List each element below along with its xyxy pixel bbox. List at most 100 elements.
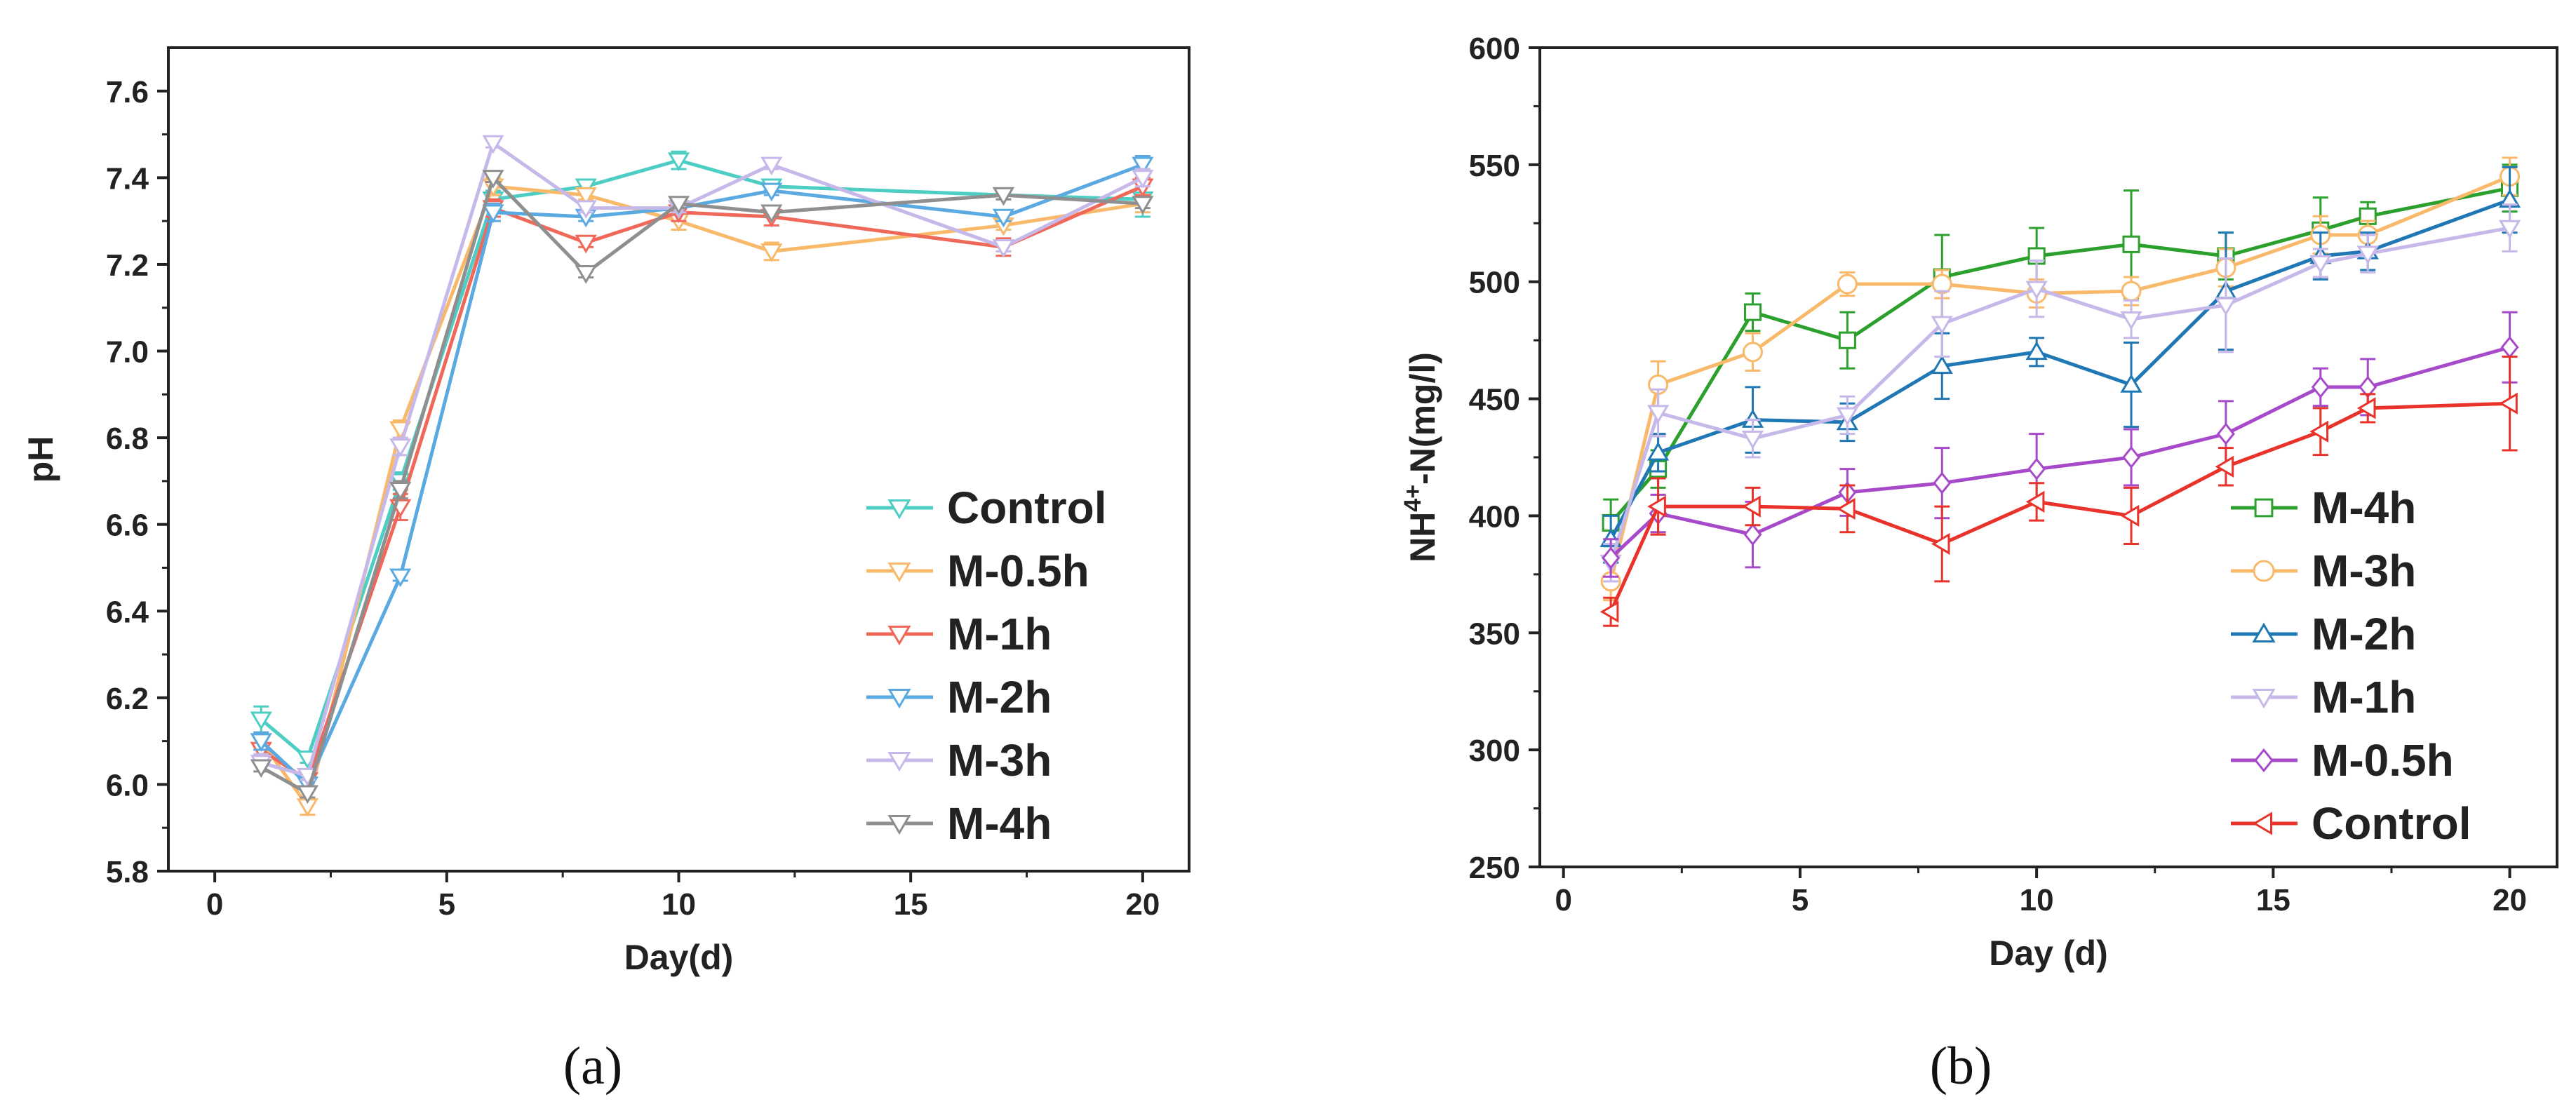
data-point bbox=[1602, 546, 1621, 570]
legend-label: M-1h bbox=[2312, 672, 2416, 722]
data-point bbox=[760, 182, 783, 202]
data-point bbox=[2025, 341, 2048, 361]
data-point bbox=[1742, 342, 1763, 363]
data-point bbox=[1646, 442, 1670, 461]
x-tick-label: 20 bbox=[1125, 887, 1160, 922]
panel-label-b: (b) bbox=[1930, 1037, 1992, 1096]
y-tick-label: 250 bbox=[1469, 851, 1520, 885]
y-tick-label: 300 bbox=[1469, 734, 1520, 768]
legend-label: Control bbox=[947, 483, 1107, 533]
chart-a-ph: 0 5 10 15 20 5.8 6.0 6.2 6.4 6.6 6.8 7.0 7.2 7.4 7.6 Da… bbox=[21, 46, 1190, 977]
data-point bbox=[1931, 532, 1950, 556]
legend-marker bbox=[887, 563, 911, 583]
data-point bbox=[1599, 600, 1619, 623]
y-tick-label: 7.6 bbox=[106, 75, 149, 109]
series-M-0.5h bbox=[1602, 311, 2519, 578]
data-point bbox=[1931, 355, 1953, 375]
x-tick-label: 10 bbox=[662, 887, 696, 922]
data-point bbox=[2309, 255, 2332, 274]
series-M-1h bbox=[1599, 203, 2521, 583]
data-point bbox=[1132, 196, 1154, 215]
legend-marker bbox=[2254, 748, 2274, 773]
y-tick-label: 6.8 bbox=[106, 422, 149, 456]
y-tick-label: 6.0 bbox=[106, 768, 149, 802]
legend-label: M-4h bbox=[947, 798, 1052, 849]
data-point bbox=[2120, 504, 2140, 527]
legend-label: M-2h bbox=[947, 672, 1052, 722]
y-tick-label: 7.4 bbox=[106, 161, 149, 196]
legend-marker bbox=[2252, 622, 2276, 642]
data-point bbox=[482, 204, 504, 224]
data-point bbox=[575, 187, 597, 206]
legend-label: M-0.5h bbox=[947, 546, 1089, 596]
data-point bbox=[760, 243, 783, 262]
data-point bbox=[760, 156, 783, 176]
legend: M-4h M-3h M-2h M-1h M-0.5h Control bbox=[2231, 483, 2471, 849]
data-point bbox=[2215, 297, 2237, 316]
data-point bbox=[2498, 220, 2521, 239]
data-point bbox=[1931, 316, 1953, 335]
data-point bbox=[667, 196, 690, 215]
data-point bbox=[575, 265, 597, 284]
data-point bbox=[250, 759, 272, 779]
data-point bbox=[575, 200, 597, 219]
data-point bbox=[2500, 336, 2519, 359]
data-point bbox=[760, 204, 783, 224]
legend-label: M-0.5h bbox=[2312, 735, 2454, 786]
x-tick-label: 15 bbox=[2256, 883, 2290, 917]
data-point bbox=[1838, 331, 1856, 349]
data-point bbox=[1836, 407, 1858, 426]
data-point bbox=[1647, 495, 1666, 518]
data-point bbox=[2027, 457, 2046, 480]
data-point bbox=[1743, 523, 1762, 546]
data-point bbox=[992, 238, 1015, 258]
data-point bbox=[2120, 311, 2142, 330]
y-tick-label: 6.4 bbox=[106, 595, 149, 629]
data-point bbox=[2120, 374, 2142, 393]
x-axis-title: Day (d) bbox=[1989, 934, 2107, 973]
data-point bbox=[1646, 405, 1670, 424]
y-tick-label: 400 bbox=[1469, 499, 1520, 534]
data-point bbox=[2311, 375, 2330, 398]
x-axis-title: Day(d) bbox=[624, 938, 734, 977]
legend-marker bbox=[887, 752, 911, 772]
legend-marker bbox=[887, 499, 911, 520]
x-tick-label: 5 bbox=[1792, 883, 1809, 917]
legend-label: Control bbox=[2312, 798, 2471, 849]
x-tick-label: 15 bbox=[894, 887, 928, 922]
data-point bbox=[1742, 495, 1761, 518]
data-point bbox=[575, 234, 597, 254]
data-point bbox=[1132, 156, 1154, 176]
x-tick-label: 0 bbox=[1555, 883, 1571, 917]
legend: Control M-0.5h M-1h M-2h M-3h M-4h bbox=[866, 483, 1107, 849]
data-point bbox=[2122, 235, 2140, 253]
data-point bbox=[389, 482, 412, 501]
data-point bbox=[1933, 471, 1952, 494]
y-tick-label: 450 bbox=[1469, 383, 1520, 417]
data-point bbox=[296, 785, 319, 804]
series-M-4h bbox=[250, 170, 1154, 804]
data-point bbox=[482, 170, 504, 189]
data-point bbox=[2025, 281, 2048, 300]
data-point bbox=[482, 135, 504, 154]
x-tick-label: 5 bbox=[438, 887, 455, 922]
data-point bbox=[389, 568, 412, 588]
y-axis-title: NH4+-N(mg/l) bbox=[1400, 352, 1442, 563]
y-tick-label: 7.2 bbox=[106, 248, 149, 283]
data-point bbox=[1743, 303, 1762, 321]
panel-label-a: (a) bbox=[563, 1037, 622, 1096]
y-tick-label: 7.0 bbox=[106, 335, 149, 370]
legend-marker bbox=[887, 626, 911, 646]
data-point bbox=[2216, 422, 2235, 445]
data-point bbox=[2309, 420, 2329, 443]
y-tick-label: 500 bbox=[1469, 266, 1520, 300]
legend-marker bbox=[887, 815, 911, 835]
y-tick-label: 350 bbox=[1469, 617, 1520, 651]
series-M-3h bbox=[1600, 156, 2521, 602]
data-point bbox=[2499, 392, 2518, 415]
legend-label: M-4h bbox=[2312, 483, 2416, 533]
legend-label: M-3h bbox=[947, 735, 1052, 786]
legend-marker bbox=[2252, 812, 2272, 835]
y-tick-label: 5.8 bbox=[106, 855, 149, 889]
